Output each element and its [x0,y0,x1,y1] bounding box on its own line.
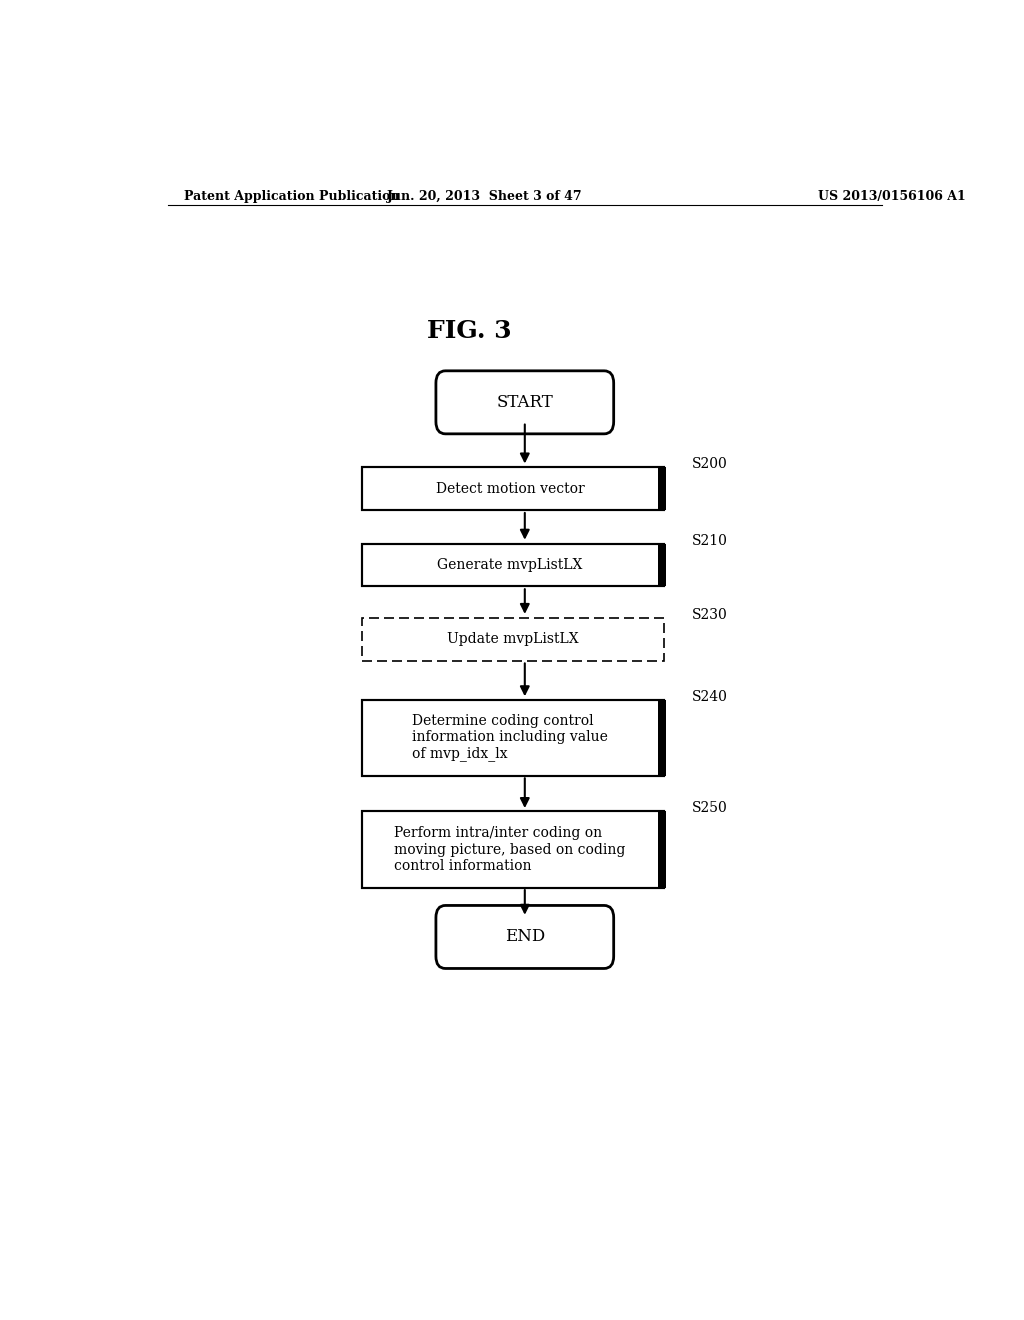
Text: Determine coding control
information including value
of mvp_idx_lx: Determine coding control information inc… [413,714,608,762]
Bar [362,618,664,660]
Text: END: END [505,928,545,945]
Bar [658,544,667,586]
Bar [362,467,664,510]
Bar [362,700,664,776]
FancyBboxPatch shape [436,371,613,434]
Text: Update mvpListLX: Update mvpListLX [447,632,579,647]
Text: Perform intra/inter coding on
moving picture, based on coding
control informatio: Perform intra/inter coding on moving pic… [394,826,626,873]
Text: FIG. 3: FIG. 3 [427,319,512,343]
Text: Jun. 20, 2013  Sheet 3 of 47: Jun. 20, 2013 Sheet 3 of 47 [387,190,583,202]
Text: Patent Application Publication: Patent Application Publication [183,190,399,202]
Text: S230: S230 [691,607,727,622]
Bar [658,467,667,510]
Bar [362,812,664,887]
Text: S210: S210 [691,533,727,548]
FancyBboxPatch shape [436,906,613,969]
Text: Detect motion vector: Detect motion vector [436,482,585,496]
Text: Generate mvpListLX: Generate mvpListLX [437,558,583,572]
Bar [658,812,667,887]
Text: S240: S240 [691,689,727,704]
Bar [362,544,664,586]
Bar [362,544,664,586]
Bar [362,700,664,776]
Bar [658,700,667,776]
Text: S250: S250 [691,801,727,816]
Text: US 2013/0156106 A1: US 2013/0156106 A1 [818,190,967,202]
Bar [362,467,664,510]
Text: START: START [497,393,553,411]
Text: S200: S200 [691,457,727,471]
Bar [362,812,664,887]
